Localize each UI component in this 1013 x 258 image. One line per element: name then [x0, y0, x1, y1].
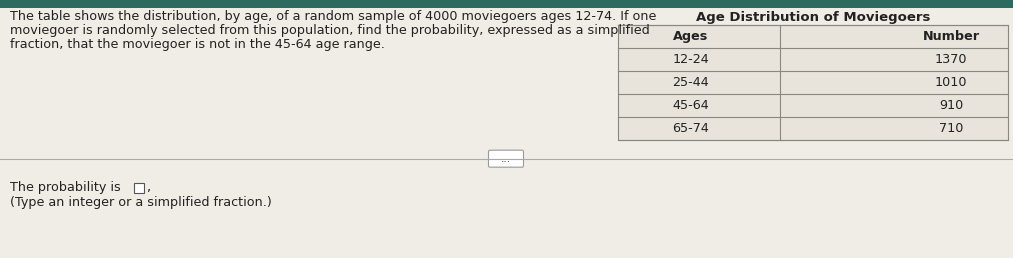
Text: 25-44: 25-44 — [673, 76, 709, 89]
Text: Age Distribution of Moviegoers: Age Distribution of Moviegoers — [696, 11, 930, 24]
Text: 910: 910 — [939, 99, 963, 112]
Text: 12-24: 12-24 — [673, 53, 709, 66]
Bar — [618, 71, 1008, 94]
Text: The table shows the distribution, by age, of a random sample of 4000 moviegoers : The table shows the distribution, by age… — [10, 10, 656, 23]
Text: Ages: Ages — [674, 30, 708, 43]
Text: (Type an integer or a simplified fraction.): (Type an integer or a simplified fractio… — [10, 196, 271, 209]
Text: moviegoer is randomly selected from this population, find the probability, expre: moviegoer is randomly selected from this… — [10, 24, 649, 37]
Bar — [0, 0, 1013, 8]
Bar — [618, 48, 1008, 71]
Text: ,: , — [146, 181, 150, 194]
Bar — [618, 25, 1008, 48]
Text: The probability is: The probability is — [10, 181, 125, 194]
FancyBboxPatch shape — [488, 150, 524, 167]
Text: 45-64: 45-64 — [673, 99, 709, 112]
Text: ...: ... — [501, 154, 512, 164]
Text: 1370: 1370 — [935, 53, 967, 66]
Text: 710: 710 — [939, 122, 963, 135]
Bar — [618, 94, 1008, 117]
Text: fraction, that the moviegoer is not in the 45-64 age range.: fraction, that the moviegoer is not in t… — [10, 38, 385, 51]
Text: 1010: 1010 — [935, 76, 967, 89]
Text: Number: Number — [923, 30, 980, 43]
Bar — [618, 117, 1008, 140]
Bar — [134, 183, 144, 193]
Text: 65-74: 65-74 — [673, 122, 709, 135]
